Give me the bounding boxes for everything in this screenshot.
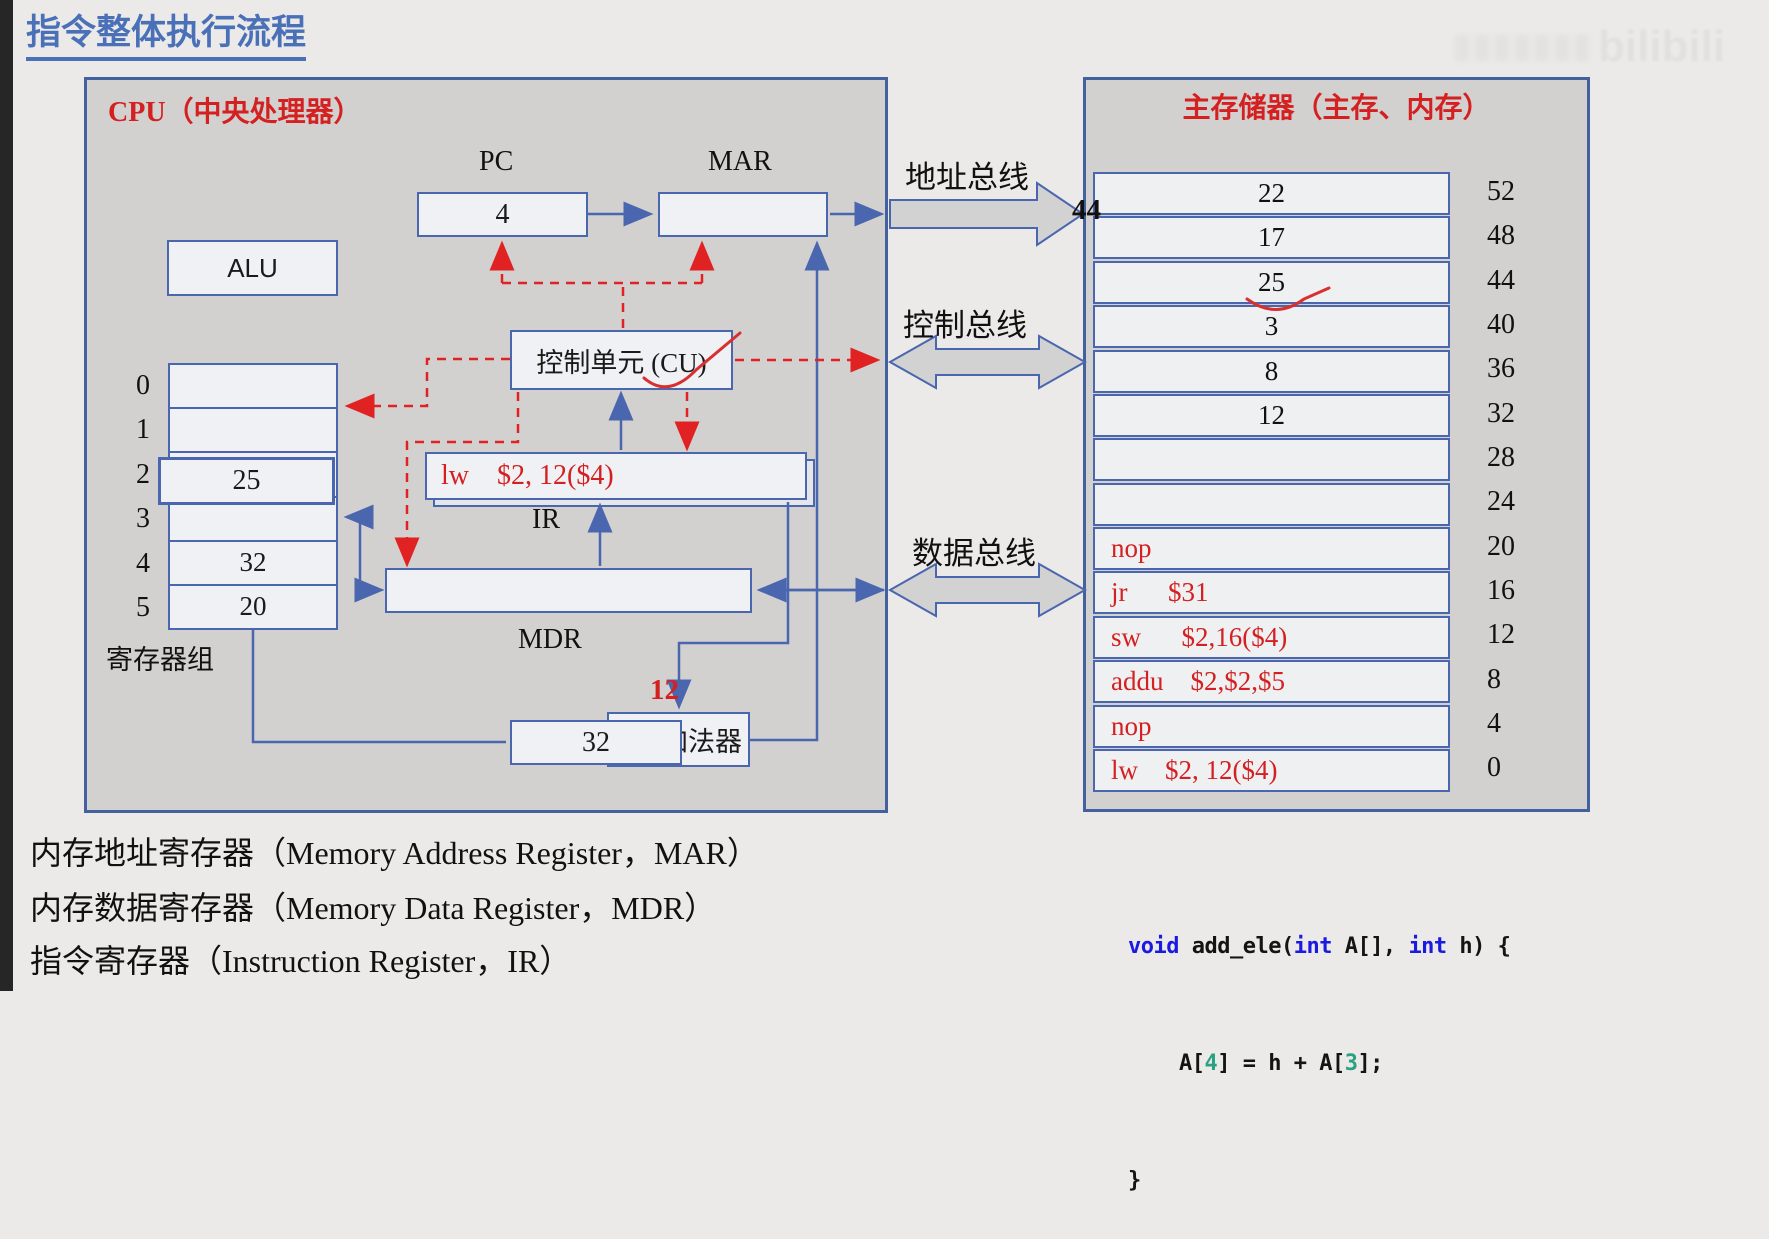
mar-label: MAR — [708, 146, 772, 177]
code-line-2: A[4] = h + A[3]; — [1128, 1051, 1383, 1076]
memory-row — [1093, 438, 1450, 482]
watermark-smudge — [1455, 34, 1590, 62]
ir-register: lw $2, 12($4) — [425, 452, 807, 500]
bilibili-watermark: bilibili — [1598, 22, 1726, 71]
register-row-4: 32 — [170, 541, 336, 586]
memory-table: 22 17 25 3 8 12 nop jr $31 sw $2,16($4) … — [1093, 172, 1450, 792]
pc-register: 4 — [417, 192, 588, 237]
memory-address: 0 — [1487, 752, 1501, 783]
definition-mar: 内存地址寄存器（Memory Address Register，MAR） — [30, 835, 759, 871]
mdr-label: MDR — [518, 624, 582, 655]
memory-row: 25 — [1093, 260, 1450, 304]
memory-row: 17 — [1093, 216, 1450, 260]
main-memory-title: 主存储器（主存、内存） — [1182, 93, 1491, 124]
address-bus-label: 地址总线 — [905, 160, 1029, 195]
definition-ir: 指令寄存器（Instruction Register，IR） — [30, 943, 572, 979]
memory-address: 44 — [1487, 265, 1515, 296]
memory-row: 12 — [1093, 393, 1450, 437]
memory-address: 4 — [1487, 708, 1501, 739]
memory-row: jr $31 — [1093, 571, 1450, 615]
code-line-3: } — [1128, 1168, 1141, 1193]
register-row-0 — [170, 365, 336, 410]
register-index-5: 5 — [136, 592, 150, 623]
memory-address: 36 — [1487, 353, 1515, 384]
code-sample: void add_ele(int A[], int h) { A[4] = h … — [1128, 849, 1511, 1239]
memory-address: 32 — [1487, 398, 1515, 429]
memory-address: 40 — [1487, 309, 1515, 340]
memory-address: 12 — [1487, 619, 1515, 650]
memory-row: nop — [1093, 704, 1450, 748]
pc-label: PC — [479, 146, 514, 177]
memory-row: sw $2,16($4) — [1093, 615, 1450, 659]
register-row-5: 20 — [170, 585, 336, 629]
memory-row — [1093, 482, 1450, 526]
register-file-label: 寄存器组 — [106, 645, 214, 675]
memory-address: 8 — [1487, 664, 1501, 695]
ir-label: IR — [532, 504, 560, 535]
slide-canvas: { "title": "指令整体执行流程", "watermark": "bil… — [0, 0, 1726, 1193]
data-bus-label: 数据总线 — [912, 536, 1036, 571]
memory-row: 8 — [1093, 349, 1450, 393]
register-index-0: 0 — [136, 370, 150, 401]
memory-address: 16 — [1487, 575, 1515, 606]
adder-input-offset: 12 — [650, 674, 679, 706]
control-unit-box: 控制单元 (CU) — [510, 330, 733, 390]
register-index-1: 1 — [136, 414, 150, 445]
memory-address: 52 — [1487, 176, 1515, 207]
memory-address: 20 — [1487, 531, 1515, 562]
control-bus-label: 控制总线 — [903, 308, 1027, 343]
register-index-4: 4 — [136, 548, 150, 579]
mdr-register — [385, 568, 752, 613]
mar-register — [658, 192, 828, 237]
adder-input-left-box: 32 — [510, 720, 682, 765]
memory-row: 22 — [1093, 172, 1450, 215]
memory-row: lw $2, 12($4) — [1093, 748, 1450, 792]
memory-row: nop — [1093, 527, 1450, 570]
memory-row: addu $2,$2,$5 — [1093, 660, 1450, 704]
memory-row: 3 — [1093, 305, 1450, 349]
code-line-1: void add_ele(int A[], int h) { — [1128, 934, 1511, 959]
register-index-3: 3 — [136, 503, 150, 534]
memory-address: 24 — [1487, 486, 1515, 517]
definition-mdr: 内存数据寄存器（Memory Data Register，MDR） — [30, 890, 717, 926]
alu-box: ALU — [167, 240, 338, 296]
register-row-1 — [170, 409, 336, 454]
cpu-label: CPU（中央处理器） — [108, 97, 362, 128]
register-index-2: 2 — [136, 459, 150, 490]
register-2-highlight-box: 25 — [158, 457, 335, 505]
address-bus-value: 44 — [1072, 194, 1101, 226]
memory-address: 28 — [1487, 442, 1515, 473]
memory-address: 48 — [1487, 220, 1515, 251]
screen-edge-strip — [0, 0, 13, 991]
page-title: 指令整体执行流程 — [26, 4, 307, 61]
